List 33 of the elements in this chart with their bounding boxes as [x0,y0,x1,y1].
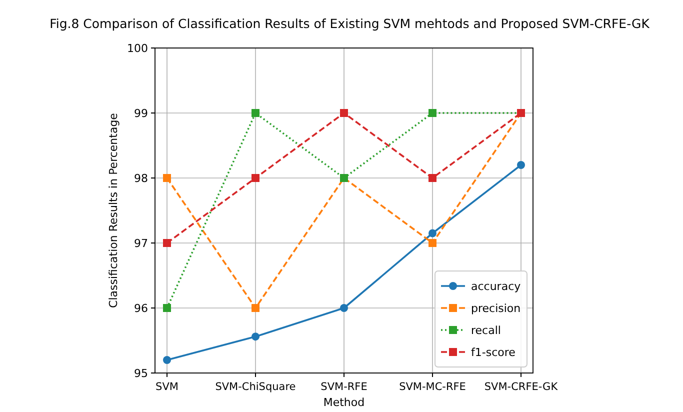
y-tick-label: 97 [134,236,148,250]
point [252,174,260,182]
y-tick-label: 100 [127,42,148,55]
x-axis-title: Method [323,396,365,409]
point [252,109,260,117]
y-tick-label: 98 [134,172,148,185]
point [163,239,171,247]
point [340,109,348,117]
x-tick-label: SVM [156,381,178,393]
point [252,304,260,312]
chart-title: Fig.8 Comparison of Classification Results of Existing SVM mehtods and Proposed SVM-CRFE-GK [50,16,650,31]
point [428,109,436,117]
point [428,174,436,182]
x-tick-label: SVM-MC-RFE [399,381,466,393]
y-tick-label: 96 [134,302,148,315]
point [340,304,348,312]
y-tick-label: 95 [134,366,148,380]
x-tick-label: SVM-ChiSquare [215,381,296,393]
point [428,239,436,247]
point [517,161,525,169]
legend-label: accuracy [471,280,522,293]
y-axis-title: Classification Results in Percentage [107,112,120,308]
point [428,229,436,238]
legend-label: precision [471,302,521,315]
point [163,304,171,312]
point [252,332,260,341]
y-tick-label: 99 [134,106,148,120]
point [163,356,171,364]
point [163,174,171,182]
x-tick-label: SVM-RFE [320,381,368,393]
x-tick-label: SVM-CRFE-GK [484,381,559,393]
legend-label: recall [471,324,501,337]
legend-label: f1-score [471,346,516,359]
